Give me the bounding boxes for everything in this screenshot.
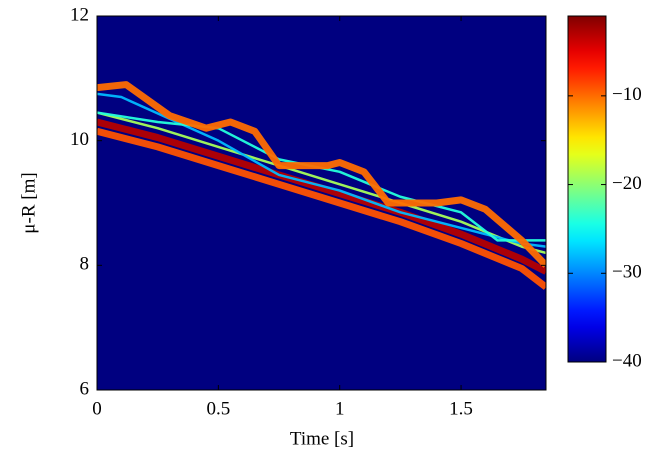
- x-tick-label: 1.5: [449, 398, 473, 419]
- trace: [97, 127, 546, 290]
- colorbar-tick-label: −40: [612, 350, 642, 371]
- colorbar-tick-label: −20: [612, 173, 642, 194]
- trace: [97, 81, 546, 268]
- y-tick-label: 6: [80, 378, 90, 399]
- colorbar: [567, 15, 607, 363]
- y-axis-label: μ-R [m]: [18, 172, 39, 233]
- x-tick-label: 0.5: [206, 398, 230, 419]
- colorbar-tick-label: −30: [612, 262, 642, 283]
- y-tick-label: 12: [70, 4, 89, 25]
- heatmap-traces: [97, 81, 546, 290]
- trace: [97, 118, 546, 275]
- colorbar-tick-label: −10: [612, 84, 642, 105]
- y-tick-label: 8: [80, 254, 90, 275]
- x-tick-label: 1: [335, 398, 345, 419]
- plot-frame: [96, 15, 547, 391]
- x-tick-label: 0: [92, 398, 102, 419]
- trace: [97, 111, 546, 242]
- y-tick-label: 10: [70, 129, 89, 150]
- x-axis-label: Time [s]: [290, 428, 354, 449]
